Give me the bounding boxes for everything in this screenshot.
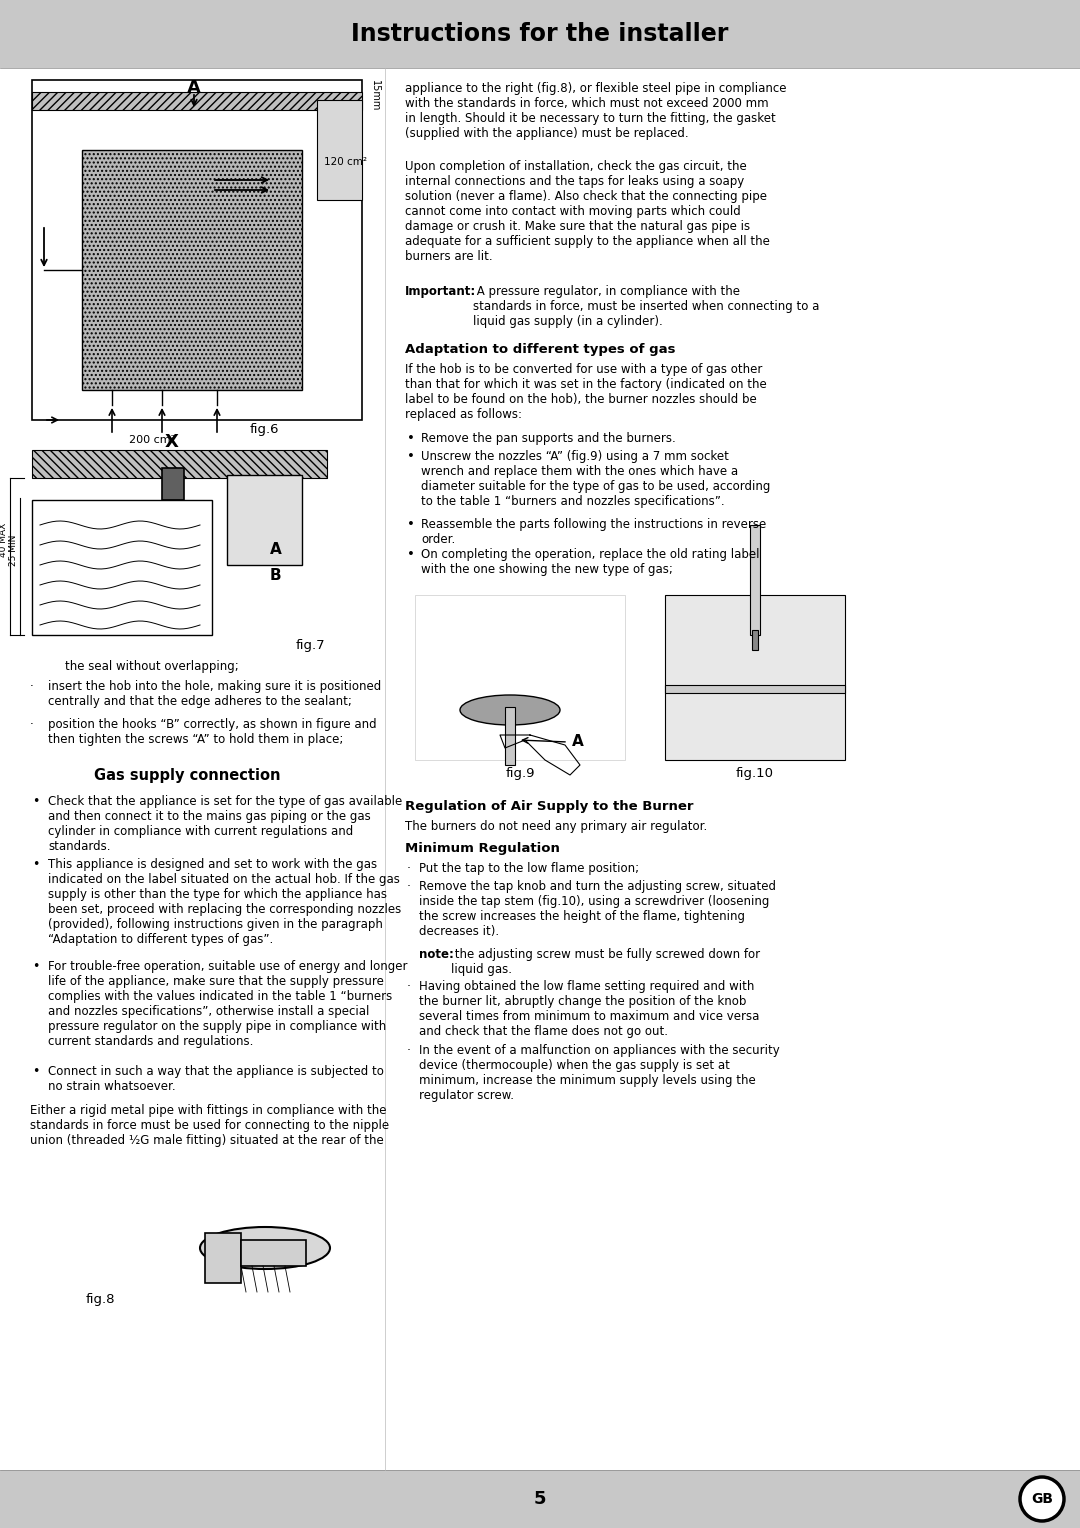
Ellipse shape [460, 695, 561, 724]
Bar [205, 1233, 241, 1284]
Text: ·: · [407, 880, 411, 892]
Text: ·: · [30, 718, 33, 730]
Text: •: • [32, 960, 39, 973]
Text: Important:: Important: [405, 286, 476, 298]
Bar [32, 451, 327, 478]
Bar [32, 500, 212, 636]
Text: position the hooks “B” correctly, as shown in figure and
then tighten the screws: position the hooks “B” correctly, as sho… [48, 718, 377, 746]
Circle shape [1020, 1478, 1064, 1520]
Text: A pressure regulator, in compliance with the
standards in force, must be inserte: A pressure regulator, in compliance with… [473, 286, 820, 329]
Bar [0, 0, 1080, 69]
Bar [32, 79, 362, 420]
Text: Check that the appliance is set for the type of gas available
and then connect i: Check that the appliance is set for the … [48, 795, 402, 853]
Text: fig.6: fig.6 [249, 423, 279, 437]
Text: •: • [32, 795, 39, 808]
Text: ·: · [407, 1044, 411, 1057]
Bar [752, 630, 758, 649]
Bar [162, 468, 184, 500]
Bar [505, 707, 515, 766]
Text: B: B [270, 567, 282, 582]
Text: •: • [32, 1065, 39, 1077]
Text: Adaptation to different types of gas: Adaptation to different types of gas [405, 342, 675, 356]
Bar [0, 1470, 1080, 1528]
Text: Upon completion of installation, check the gas circuit, the
internal connections: Upon completion of installation, check t… [405, 160, 770, 263]
Text: fig.8: fig.8 [85, 1294, 114, 1306]
Text: A: A [187, 79, 201, 96]
Text: Gas supply connection: Gas supply connection [94, 769, 280, 782]
Text: •: • [407, 432, 415, 445]
Text: Either a rigid metal pipe with fittings in compliance with the
standards in forc: Either a rigid metal pipe with fittings … [30, 1105, 389, 1148]
Text: fig.9: fig.9 [505, 767, 535, 781]
Text: If the hob is to be converted for use with a type of gas other
than that for whi: If the hob is to be converted for use wi… [405, 364, 767, 422]
Text: In the event of a malfunction on appliances with the security
device (thermocoup: In the event of a malfunction on applian… [419, 1044, 780, 1102]
Text: The burners do not need any primary air regulator.: The burners do not need any primary air … [405, 821, 707, 833]
Text: the seal without overlapping;: the seal without overlapping; [65, 660, 239, 672]
Bar [665, 685, 845, 694]
Text: ·: · [407, 979, 411, 993]
Text: ·: · [30, 680, 33, 694]
Bar [82, 150, 302, 390]
Text: Unscrew the nozzles “A” (fig.9) using a 7 mm socket
wrench and replace them with: Unscrew the nozzles “A” (fig.9) using a … [421, 451, 770, 507]
Text: This appliance is designed and set to work with the gas
indicated on the label s: This appliance is designed and set to wo… [48, 859, 402, 946]
Text: X: X [165, 432, 179, 451]
Text: Minimum Regulation: Minimum Regulation [405, 842, 559, 856]
Text: 5: 5 [534, 1490, 546, 1508]
Text: Reassemble the parts following the instructions in reverse
order.: Reassemble the parts following the instr… [421, 518, 766, 545]
Bar [318, 99, 362, 200]
Text: GB: GB [1031, 1491, 1053, 1507]
Text: A: A [270, 542, 282, 558]
Text: On completing the operation, replace the old rating label
with the one showing t: On completing the operation, replace the… [421, 549, 759, 576]
Text: fig.7: fig.7 [295, 639, 325, 651]
Bar [32, 92, 362, 110]
Bar [665, 594, 845, 759]
Text: For trouble-free operation, suitable use of energy and longer
life of the applia: For trouble-free operation, suitable use… [48, 960, 407, 1048]
Bar [227, 475, 302, 565]
Text: ·: · [407, 862, 411, 876]
Text: insert the hob into the hole, making sure it is positioned
centrally and that th: insert the hob into the hole, making sur… [48, 680, 381, 707]
Text: Connect in such a way that the appliance is subjected to
no strain whatsoever.: Connect in such a way that the appliance… [48, 1065, 383, 1093]
Bar [415, 594, 625, 759]
Text: 15mm: 15mm [370, 81, 380, 112]
Text: •: • [32, 859, 39, 871]
Text: Put the tap to the low flame position;: Put the tap to the low flame position; [419, 862, 639, 876]
Text: •: • [407, 549, 415, 561]
Text: fig.10: fig.10 [735, 767, 774, 781]
Text: Instructions for the installer: Instructions for the installer [351, 21, 729, 46]
Text: Remove the tap knob and turn the adjusting screw, situated
inside the tap stem (: Remove the tap knob and turn the adjusti… [419, 880, 777, 938]
Text: appliance to the right (fig.8), or flexible steel pipe in compliance
with the st: appliance to the right (fig.8), or flexi… [405, 83, 786, 141]
Text: the adjusting screw must be fully screwed down for
liquid gas.: the adjusting screw must be fully screwe… [451, 947, 760, 976]
Bar [750, 526, 760, 636]
Text: A: A [572, 735, 584, 750]
Text: Remove the pan supports and the burners.: Remove the pan supports and the burners. [421, 432, 676, 445]
Text: Regulation of Air Supply to the Burner: Regulation of Air Supply to the Burner [405, 801, 693, 813]
Text: 25 MIN: 25 MIN [9, 535, 18, 565]
Text: note:: note: [419, 947, 454, 961]
Text: Having obtained the low flame setting required and with
the burner lit, abruptly: Having obtained the low flame setting re… [419, 979, 759, 1038]
Text: 200 cm²: 200 cm² [129, 435, 175, 445]
Bar [241, 1241, 306, 1267]
Text: 40 MAX: 40 MAX [0, 523, 8, 558]
Text: 120 cm²: 120 cm² [324, 157, 367, 167]
Ellipse shape [200, 1227, 330, 1268]
Text: •: • [407, 451, 415, 463]
Text: •: • [407, 518, 415, 532]
